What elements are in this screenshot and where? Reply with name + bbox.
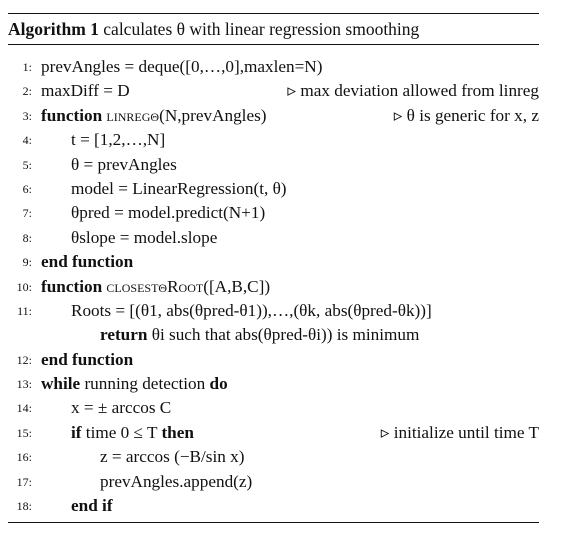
line-number: 4: — [22, 133, 32, 148]
line-number: 6: — [22, 181, 32, 196]
line-text: θpred = model.predict(N+1) — [71, 203, 266, 223]
line-number: 5: — [22, 157, 32, 172]
code-line: 7: θpred = model.predict(N+1) — [8, 201, 539, 225]
line-number: 12: — [16, 352, 32, 367]
line-number: 16: — [16, 450, 32, 465]
line-text: t = [1,2,…,N] — [71, 130, 166, 150]
code-line: 2: maxDiff = D ▹ max deviation allowed f… — [8, 79, 539, 103]
code-line: return θi such that abs(θpred-θi)) is mi… — [8, 323, 539, 347]
code-line: 3: function linregθ(N,prevAngles) ▹ θ is… — [8, 104, 539, 128]
line-text: model = LinearRegression(t, θ) — [71, 178, 287, 198]
line-number: 15: — [16, 425, 32, 440]
line-text: maxDiff = D — [41, 81, 130, 101]
line-number: 7: — [22, 206, 32, 221]
code-line: 17: prevAngles.append(z) — [8, 470, 539, 494]
line-comment: ▹ max deviation allowed from linreg — [287, 81, 539, 101]
line-number: 17: — [16, 474, 32, 489]
line-comment: ▹ θ is generic for x, z — [393, 105, 539, 125]
line-text: time 0 ≤ T — [85, 422, 158, 442]
line-number: 8: — [22, 230, 32, 245]
algorithm-lines: 1: prevAngles = deque([0,…,0],maxlen=N) … — [8, 45, 539, 522]
line-number: 3: — [22, 108, 32, 123]
code-line: 16: z = arccos (−B/sin x) — [8, 445, 539, 469]
line-code: if time 0 ≤ T then — [71, 421, 194, 445]
header-rule — [8, 44, 539, 45]
line-text: θi such that abs(θpred-θi)) is minimum — [151, 325, 420, 345]
code-line: 12: end function — [8, 348, 539, 372]
keyword: if — [71, 422, 82, 442]
function-name: linregθ — [106, 105, 160, 125]
line-text: θ = prevAngles — [71, 154, 177, 174]
code-line: 4: t = [1,2,…,N] — [8, 128, 539, 152]
keyword: end if — [71, 496, 113, 516]
top-rule — [8, 13, 539, 14]
line-text: ([A,B,C]) — [203, 276, 271, 296]
algorithm-label: Algorithm 1 — [8, 19, 99, 39]
bottom-rule — [8, 522, 539, 524]
line-text: z = arccos (−B/sin x) — [100, 447, 245, 467]
line-number: 13: — [16, 377, 32, 392]
line-number: 11: — [17, 303, 32, 318]
line-code: return θi such that abs(θpred-θi)) is mi… — [100, 323, 419, 347]
code-line: 10: function closestθRoot([A,B,C]) — [8, 275, 539, 299]
line-number: 2: — [22, 84, 32, 99]
line-number: 1: — [22, 60, 32, 74]
code-line: 9: end function — [8, 250, 539, 274]
keyword: end function — [41, 252, 134, 272]
line-code: while running detection do — [41, 372, 228, 396]
algorithm-block: Algorithm 1 calculates θ with linear reg… — [8, 13, 539, 524]
line-text: prevAngles = deque([0,…,0],maxlen=N) — [41, 57, 323, 76]
code-line: 8: θslope = model.slope — [8, 226, 539, 250]
line-number: 18: — [16, 499, 32, 514]
line-code: function linregθ(N,prevAngles) — [41, 104, 266, 128]
line-code: function closestθRoot([A,B,C]) — [41, 275, 270, 299]
line-number: 9: — [22, 255, 32, 270]
code-line: 14: x = ± arccos C — [8, 396, 539, 420]
keyword: end function — [41, 349, 134, 369]
code-line: 15: if time 0 ≤ T then ▹ initialize unti… — [8, 421, 539, 445]
keyword: function — [41, 105, 103, 125]
code-line: 11: Roots = [(θ1, abs(θpred-θ1)),…,(θk, … — [8, 299, 539, 323]
line-comment: ▹ initialize until time T — [380, 422, 539, 442]
line-text: Roots = [(θ1, abs(θpred-θ1)),…,(θk, abs(… — [71, 300, 432, 320]
line-text: θslope = model.slope — [71, 227, 218, 247]
code-line: 6: model = LinearRegression(t, θ) — [8, 177, 539, 201]
line-number: 14: — [16, 401, 32, 416]
function-name: closestθRoot — [106, 276, 204, 296]
keyword: while — [41, 374, 81, 394]
line-text: prevAngles.append(z) — [100, 471, 253, 491]
algorithm-caption: calculates θ with linear regression smoo… — [103, 19, 420, 39]
code-line: 13: while running detection do — [8, 372, 539, 396]
keyword: function — [41, 276, 103, 296]
code-line: 1: prevAngles = deque([0,…,0],maxlen=N) — [8, 55, 539, 79]
algorithm-header: Algorithm 1 calculates θ with linear reg… — [8, 14, 539, 44]
line-text: running detection — [84, 374, 206, 394]
keyword: do — [209, 374, 228, 394]
code-line: 5: θ = prevAngles — [8, 153, 539, 177]
line-text: (N,prevAngles) — [159, 105, 267, 125]
code-line: 18: end if — [8, 494, 539, 518]
keyword: then — [161, 422, 194, 442]
keyword: return — [100, 325, 148, 345]
line-number: 10: — [16, 279, 32, 294]
line-text: x = ± arccos C — [71, 398, 172, 418]
